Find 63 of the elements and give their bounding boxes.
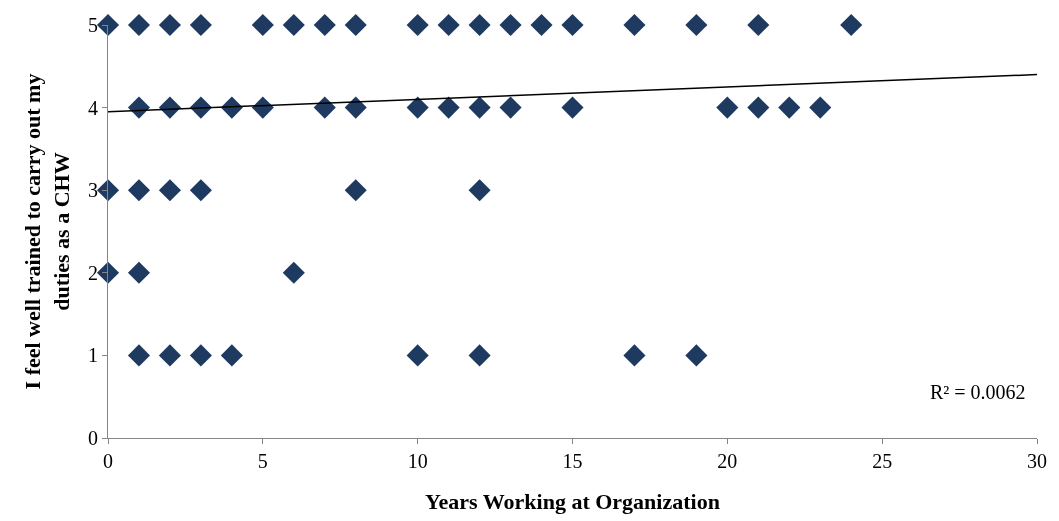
x-tick-label: 5 — [257, 450, 268, 472]
point — [220, 344, 243, 367]
point — [685, 344, 708, 367]
point — [468, 179, 491, 202]
point — [189, 344, 212, 367]
point — [344, 13, 367, 37]
x-tick-label: 25 — [872, 450, 893, 472]
point — [96, 261, 120, 284]
x-tick-label: 30 — [1027, 450, 1047, 472]
point — [437, 96, 460, 119]
point — [96, 13, 120, 37]
point — [561, 96, 584, 119]
point — [127, 179, 151, 202]
point — [685, 13, 708, 37]
point — [778, 96, 801, 119]
y-tick-label: 2 — [88, 261, 98, 284]
point — [282, 13, 305, 37]
point — [282, 261, 305, 284]
point — [623, 344, 646, 367]
y-tick-label: 3 — [88, 179, 98, 202]
point — [189, 179, 212, 202]
point — [127, 13, 151, 37]
point — [468, 13, 491, 37]
point — [406, 344, 429, 367]
point — [127, 261, 151, 284]
point — [158, 179, 181, 202]
point — [344, 179, 367, 202]
point — [127, 344, 151, 367]
y-axis-title: I feel well trained to carry out my duties as a CHW — [20, 73, 74, 390]
annotation: R² = 0.0062 — [930, 381, 1026, 403]
point — [437, 13, 460, 37]
point — [747, 13, 770, 37]
point — [189, 13, 212, 37]
point — [561, 13, 584, 37]
point — [158, 344, 181, 367]
point — [499, 13, 522, 37]
point — [96, 179, 120, 202]
point — [747, 96, 770, 119]
x-tick-label: 0 — [103, 450, 113, 472]
y-tick-label: 4 — [88, 96, 98, 119]
x-tick-label: 20 — [717, 450, 738, 472]
y-tick-label: 1 — [88, 344, 98, 367]
point — [406, 96, 429, 119]
point — [158, 13, 181, 37]
point — [716, 96, 739, 119]
point — [499, 96, 522, 119]
point — [251, 96, 274, 119]
point — [313, 13, 336, 37]
point — [623, 13, 646, 37]
y-tick-label: 0 — [88, 427, 98, 449]
x-tick-label: 10 — [407, 450, 428, 472]
point — [127, 96, 151, 119]
point — [468, 344, 491, 367]
y-tick-label: 5 — [88, 14, 98, 36]
point — [840, 13, 863, 37]
point — [344, 96, 367, 119]
point — [530, 13, 553, 37]
point — [251, 13, 274, 37]
x-axis-title: Years Working at Organization — [425, 488, 720, 514]
x-tick-label: 15 — [562, 450, 583, 472]
point — [468, 96, 491, 119]
point — [406, 13, 429, 37]
point — [809, 96, 832, 119]
